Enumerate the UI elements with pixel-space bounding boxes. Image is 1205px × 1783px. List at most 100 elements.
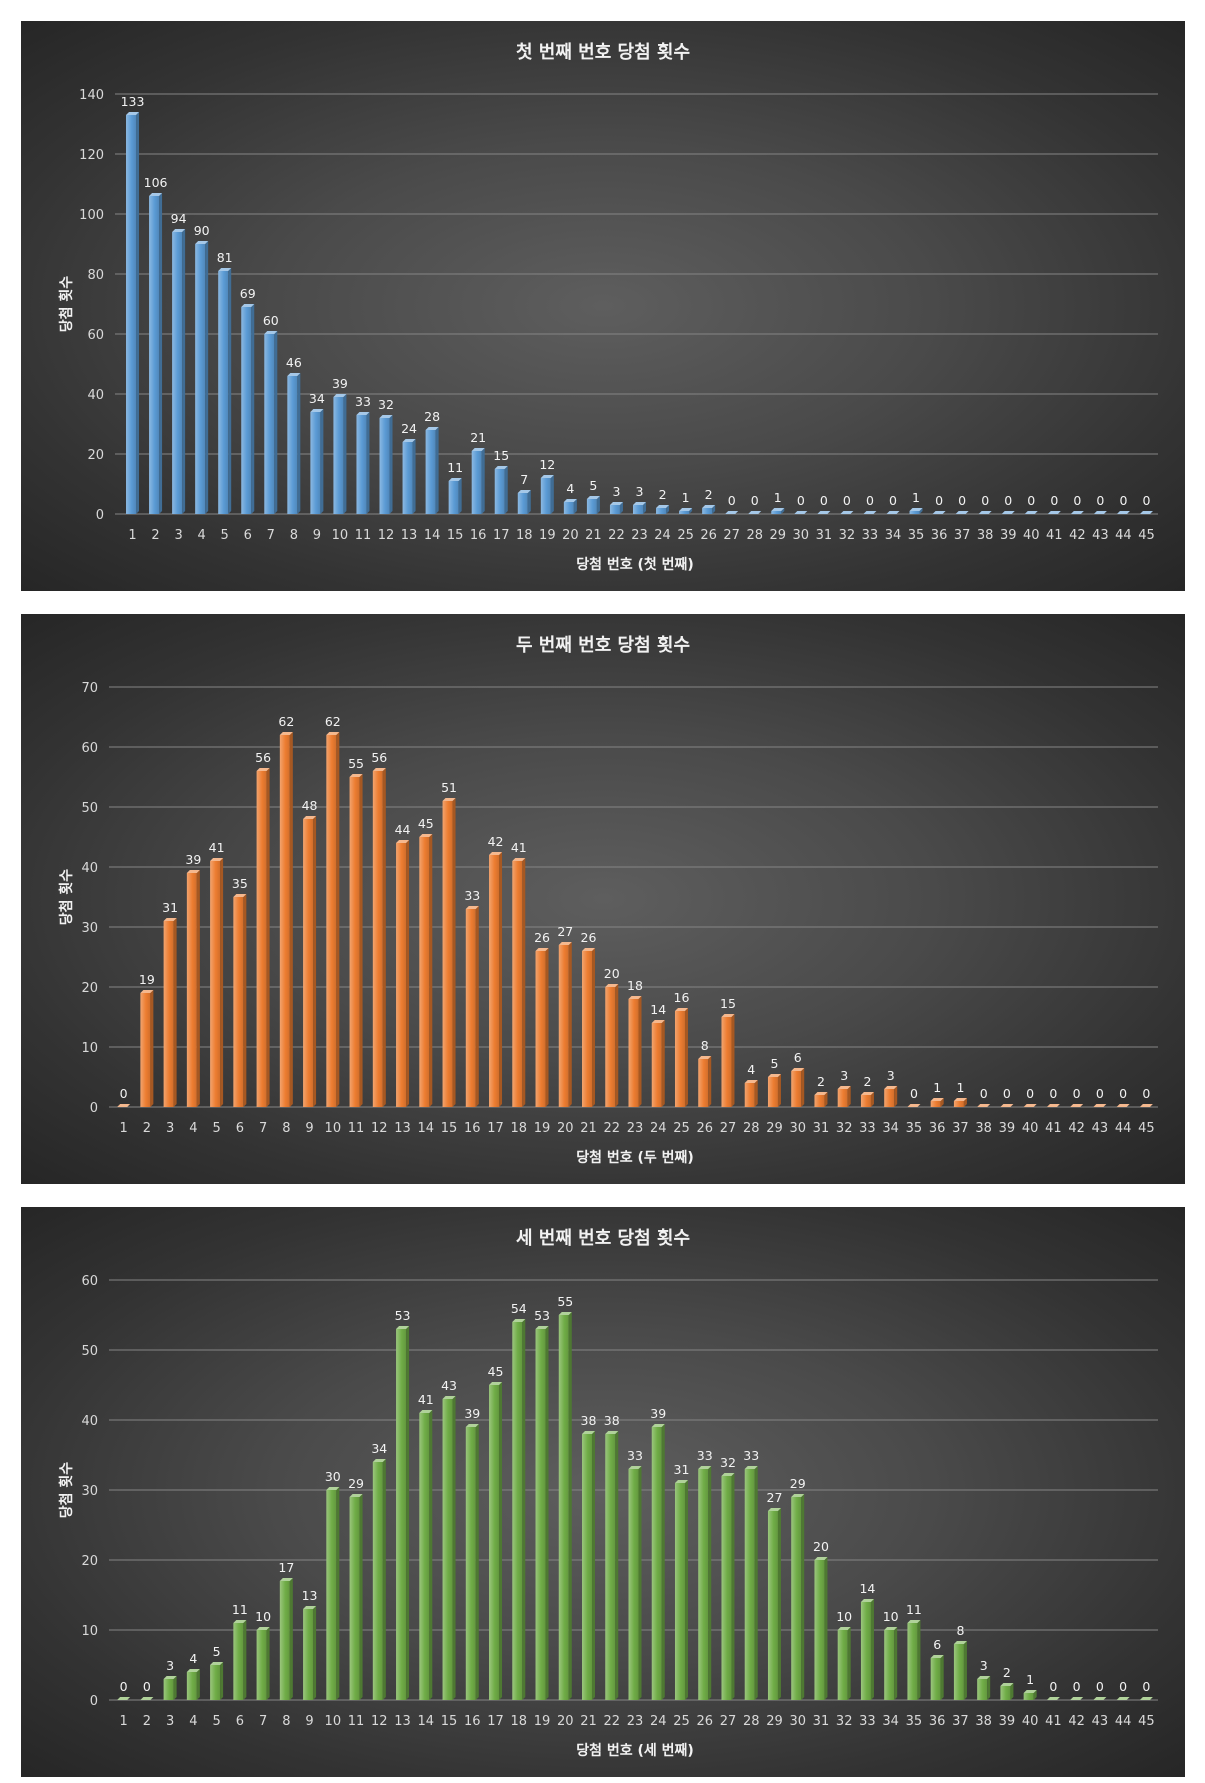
chart1-x-tick-22: 22 [608,528,625,543]
chart2-bar-12-side [382,768,386,1107]
chart1-x-tick-28: 28 [746,528,763,543]
chart1-bar-5-top [218,268,232,271]
chart3-data-label-4: 4 [189,1651,197,1666]
chart2-y-tick-60: 60 [81,741,98,756]
chart3-bar-43 [1093,1697,1107,1700]
chart2-bar-45-top [1139,1104,1153,1107]
chart2-bar-28-front [744,1083,755,1107]
chart2-bar-19-side [545,948,549,1107]
chart1-data-label-30: 0 [797,493,805,508]
chart2-x-tick-43: 43 [1092,1121,1109,1136]
chart2-data-label-16: 33 [464,888,480,903]
chart2-bar-5-front [210,861,221,1107]
chart3-data-label-10: 30 [325,1469,341,1484]
chart1-x-tick-5: 5 [221,528,229,543]
chart1-data-label-18: 7 [520,472,528,487]
chart1-x-tick-2: 2 [151,528,159,543]
chart2-x-tick-5: 5 [212,1121,220,1136]
chart3-bar-29-front [767,1511,778,1700]
chart1-x-tick-26: 26 [700,528,717,543]
chart2-bar-22-front [605,987,616,1107]
chart3-data-label-13: 53 [395,1308,411,1323]
chart1-bar-16-top [471,448,485,451]
chart3-data-label-28: 33 [743,1448,759,1463]
chart1-bar-37-top [955,511,969,514]
chart3-x-tick-20: 20 [557,1714,574,1729]
chart2-x-tick-24: 24 [650,1121,667,1136]
chart2-data-label-27: 15 [720,996,736,1011]
chart1-bar-22-side [619,502,623,514]
chart3-x-tick-8: 8 [282,1714,290,1729]
chart2-bar-31-side [824,1092,828,1107]
chart1-bar-5-front [218,271,229,514]
chart1-bar-33 [863,511,877,514]
chart3-data-label-1: 0 [120,1679,128,1694]
chart1-bar-22 [609,502,623,514]
chart2-data-label-12: 56 [371,750,387,765]
chart2-x-tick-26: 26 [696,1121,713,1136]
chart2-data-label-33: 2 [863,1074,871,1089]
chart1-y-tick-20: 20 [87,448,104,463]
chart2-bar-25-top [674,1008,688,1011]
chart2-bar-14-top [419,834,433,837]
chart3-x-tick-38: 38 [975,1714,992,1729]
chart2-data-label-39: 0 [1003,1086,1011,1101]
chart3-bar-25-top [674,1480,688,1483]
chart1-bar-11-top [356,412,370,415]
chart3-bar-15-side [452,1396,456,1700]
chart3-data-label-44: 0 [1119,1679,1127,1694]
chart1-bar-21-side [596,496,600,514]
chart1-bar-21 [586,496,600,514]
chart1-data-label-12: 32 [378,397,394,412]
chart2-bar-3-top [163,918,177,921]
chart3-bar-3-front [163,1679,174,1700]
chart3-bar-17-front [489,1385,500,1700]
chart3-bar-35-top [907,1620,921,1623]
chart1-bar-2-side [159,193,163,514]
chart2-bar-15-top [442,798,456,801]
chart2-x-tick-34: 34 [882,1121,899,1136]
chart1-x-tick-27: 27 [723,528,740,543]
chart2-x-tick-7: 7 [259,1121,267,1136]
chart2-bar-10-side [336,732,340,1107]
chart1-x-tick-41: 41 [1046,528,1063,543]
chart1-bar-4-top [195,241,209,244]
chart1-bar-15-front [448,481,459,514]
chart1-bar-18-top [517,490,531,493]
chart3-data-label-31: 20 [813,1539,829,1554]
chart2-bar-36 [930,1098,944,1107]
chart3-data-label-39: 2 [1003,1665,1011,1680]
chart3-data-label-32: 10 [836,1609,852,1624]
chart1-bar-13-top [402,439,416,442]
chart1-bar-3-front [172,232,183,514]
chart2-bar-23-front [628,999,639,1107]
chart3-bar-23-side [638,1466,642,1700]
chart2-data-label-42: 0 [1073,1086,1081,1101]
chart3-bar-7-side [266,1627,270,1700]
chart1-x-tick-1: 1 [128,528,136,543]
chart1-bar-7-front [264,334,275,514]
chart2-bar-25-front [674,1011,685,1107]
chart1-bar-43-top [1093,511,1107,514]
chart2-bar-40-top [1023,1104,1037,1107]
chart3-bar-22-front [605,1434,616,1700]
chart-panel-third-number: 0 10 20 30 40 50 60 1 0 2 0 3 3 4 4 5 5 6 11 7 10 8 17 9 13 10 30 1… [21,1207,1185,1777]
chart3-bar-19 [535,1326,549,1700]
chart3-data-label-34: 10 [883,1609,899,1624]
chart3-data-label-6: 11 [232,1602,248,1617]
chart1-bar-4-front [195,244,206,514]
chart1-bar-1-top [126,112,140,115]
chart1-bar-17-side [504,466,508,514]
chart3-data-label-33: 14 [859,1581,875,1596]
chart3-y-tick-60: 60 [81,1274,98,1289]
chart3-bar-4 [186,1669,200,1700]
chart3-bar-9-front [303,1609,314,1700]
chart2-bar-30-top [791,1068,805,1071]
chart3-bar-33 [860,1599,874,1700]
chart1-bar-6 [241,304,255,514]
chart2-data-label-38: 0 [980,1086,988,1101]
chart2-bar-26-front [698,1059,709,1107]
chart2-x-tick-22: 22 [603,1121,620,1136]
chart3-bar-35-side [917,1620,921,1700]
chart3-bar-40-side [1033,1690,1037,1700]
